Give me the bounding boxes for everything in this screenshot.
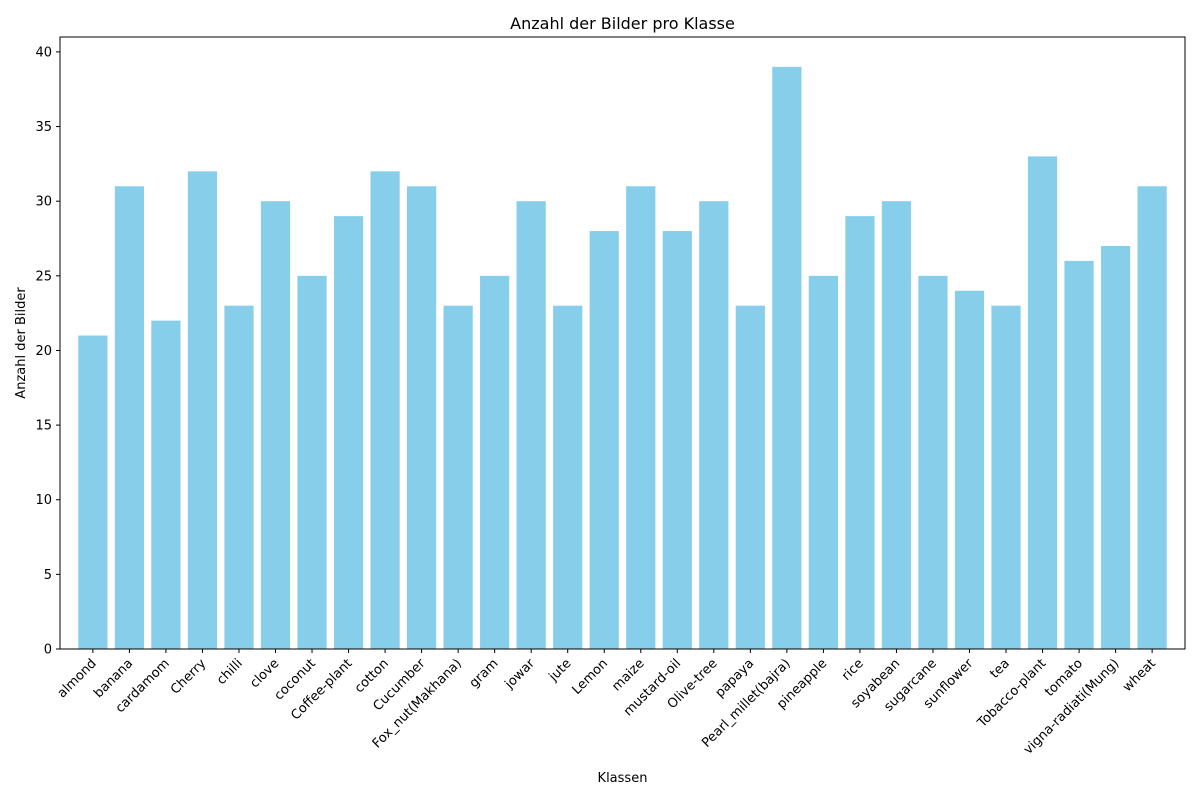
bar xyxy=(370,171,400,649)
y-tick-label: 0 xyxy=(44,643,52,658)
y-tick-label: 10 xyxy=(35,493,52,508)
y-tick-label: 15 xyxy=(35,419,52,434)
bar xyxy=(78,335,108,649)
y-tick-label: 20 xyxy=(35,344,52,359)
bar xyxy=(626,186,656,649)
bar xyxy=(187,171,218,649)
bar xyxy=(333,216,364,649)
y-tick-label: 35 xyxy=(35,120,52,135)
bar xyxy=(114,186,145,649)
bar xyxy=(407,186,437,649)
bar xyxy=(443,305,473,649)
y-tick-label: 30 xyxy=(35,195,52,210)
bar xyxy=(589,231,619,650)
bar xyxy=(954,290,985,649)
y-axis-ticks: 0 5 10 15 20 25 30 35 40 xyxy=(35,45,60,658)
bar xyxy=(1137,186,1167,649)
bar xyxy=(699,201,729,649)
y-axis-label: Anzahl der Bilder xyxy=(14,287,29,399)
bar xyxy=(881,201,912,649)
bar xyxy=(260,201,291,649)
bar xyxy=(1100,245,1131,650)
bar xyxy=(480,275,510,649)
y-tick-label: 5 xyxy=(44,568,52,583)
bar xyxy=(662,231,692,650)
bar xyxy=(918,275,948,649)
bar xyxy=(553,305,583,649)
bar xyxy=(297,275,327,649)
bar xyxy=(845,216,875,649)
bar xyxy=(808,275,838,649)
bar xyxy=(151,320,181,649)
bar xyxy=(1064,260,1094,649)
chart-title: Anzahl der Bilder pro Klasse xyxy=(510,14,735,33)
bar xyxy=(516,201,546,649)
y-tick-label: 25 xyxy=(35,269,52,284)
bars-group xyxy=(78,66,1167,650)
x-axis-label: Klassen xyxy=(598,771,648,786)
y-tick-label: 40 xyxy=(35,45,52,60)
bar xyxy=(735,305,765,649)
bar xyxy=(1027,156,1058,649)
plot-frame xyxy=(59,36,1186,650)
bar xyxy=(224,305,254,649)
bar xyxy=(991,305,1021,649)
bar xyxy=(772,66,802,650)
